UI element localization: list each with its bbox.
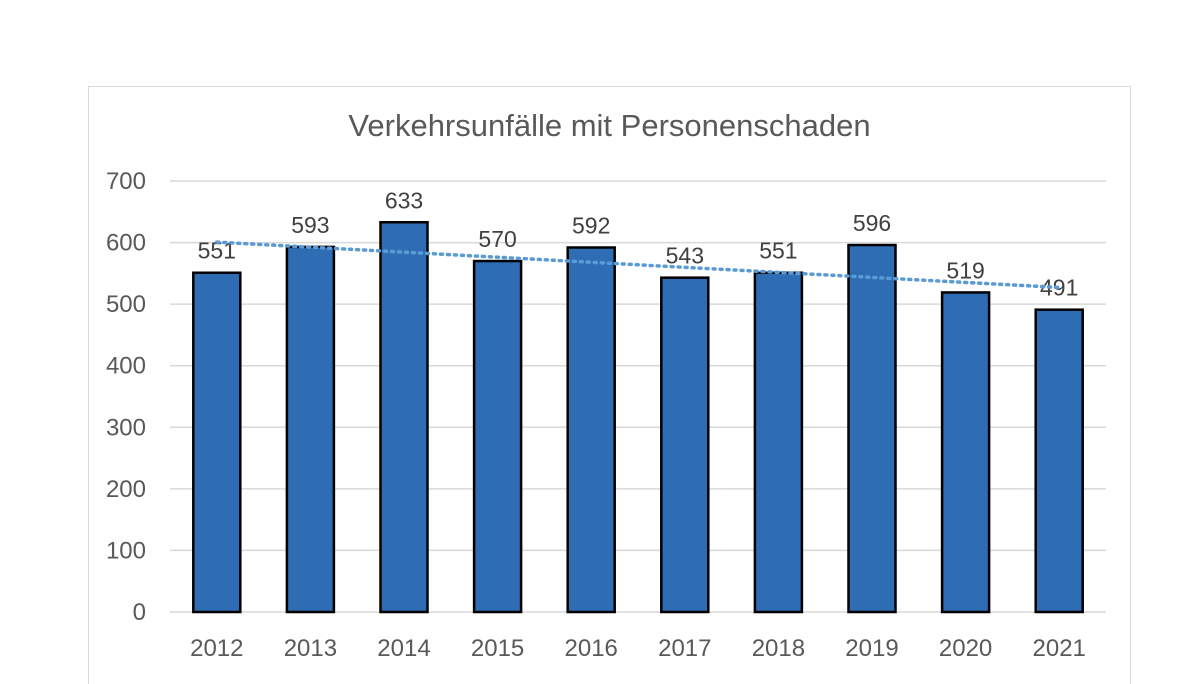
trendline bbox=[215, 240, 1061, 290]
y-tick-label: 300 bbox=[106, 414, 146, 441]
bar bbox=[1034, 308, 1084, 614]
data-label: 551 bbox=[759, 238, 797, 264]
y-tick-label: 700 bbox=[106, 168, 146, 195]
y-tick-label: 100 bbox=[106, 537, 146, 564]
data-label: 633 bbox=[385, 187, 423, 213]
chart-title: Verkehrsunfälle mit Personenschaden bbox=[348, 108, 871, 143]
y-tick-label: 600 bbox=[106, 230, 146, 257]
x-tick-label: 2012 bbox=[190, 635, 243, 662]
bar bbox=[940, 291, 991, 614]
bar bbox=[753, 271, 804, 614]
x-tick-label: 2013 bbox=[284, 635, 337, 662]
x-tick-label: 2020 bbox=[939, 635, 992, 662]
x-tick-label: 2016 bbox=[565, 635, 618, 662]
bar bbox=[379, 221, 429, 614]
y-tick-label: 0 bbox=[133, 599, 146, 626]
bar bbox=[192, 271, 242, 614]
data-label: 519 bbox=[946, 257, 984, 283]
x-tick-label: 2014 bbox=[377, 635, 430, 662]
y-tick-label: 200 bbox=[106, 476, 146, 503]
y-tick-label: 400 bbox=[106, 353, 146, 380]
x-tick-label: 2017 bbox=[658, 635, 711, 662]
x-tick-label: 2019 bbox=[845, 635, 898, 662]
bar bbox=[660, 276, 710, 614]
x-tick-label: 2021 bbox=[1033, 635, 1086, 662]
data-label: 570 bbox=[478, 226, 516, 252]
bar bbox=[847, 243, 897, 614]
data-label: 593 bbox=[291, 212, 329, 238]
data-label: 543 bbox=[666, 243, 704, 269]
data-label: 596 bbox=[853, 210, 891, 236]
x-tick-label: 2018 bbox=[752, 635, 805, 662]
x-tick-label: 2015 bbox=[471, 635, 524, 662]
y-tick-label: 500 bbox=[106, 291, 146, 318]
bar bbox=[566, 246, 616, 614]
bar bbox=[472, 259, 523, 614]
data-label: 592 bbox=[572, 212, 610, 238]
bar bbox=[285, 245, 336, 614]
